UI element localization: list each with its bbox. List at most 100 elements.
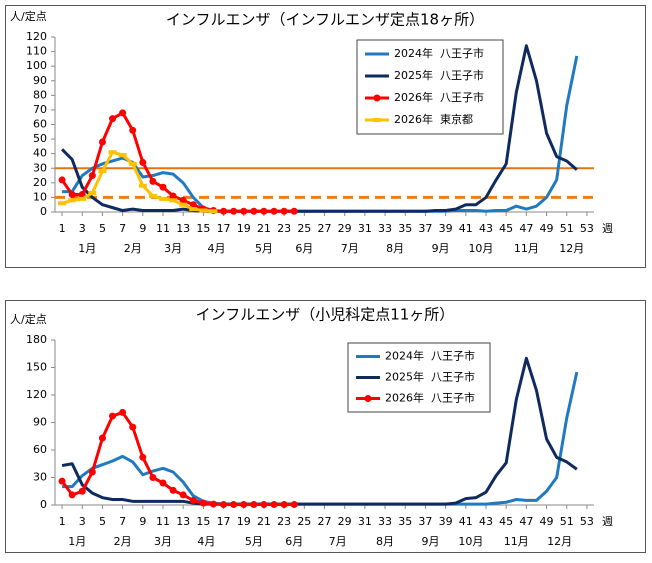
point-marker	[68, 198, 77, 203]
month-label: 5月	[245, 535, 263, 548]
x-tick-label: 49	[540, 222, 554, 235]
x-tick-label: 19	[237, 515, 251, 528]
month-label: 12月	[547, 535, 572, 548]
x-tick-label: 41	[459, 222, 473, 235]
series-line	[61, 356, 578, 506]
legend-marker	[373, 118, 381, 122]
legend-label: 2025年 八王子市	[394, 68, 484, 82]
series-line	[61, 150, 214, 213]
point-marker	[119, 408, 127, 416]
legend-label: 2025年 八王子市	[385, 370, 475, 384]
point-marker	[209, 500, 217, 508]
point-marker	[159, 196, 168, 201]
x-tick-label: 3	[79, 515, 86, 528]
point-marker	[270, 501, 278, 509]
y-tick-label: 20	[33, 176, 47, 189]
point-marker	[169, 198, 178, 203]
month-label: 1月	[78, 242, 96, 255]
point-marker	[119, 109, 127, 117]
x-tick-label: 53	[580, 222, 594, 235]
point-marker	[189, 201, 197, 209]
month-label: 4月	[207, 242, 225, 255]
x-tick-label: 53	[580, 515, 594, 528]
point-marker	[230, 207, 238, 215]
point-marker	[240, 207, 248, 215]
x-tick-label: 27	[318, 515, 332, 528]
x-tick-label: 31	[358, 515, 372, 528]
month-label: 2月	[114, 535, 132, 548]
y-tick-label: 90	[33, 416, 47, 429]
y-tick-label: 90	[33, 74, 47, 87]
point-marker	[290, 207, 298, 215]
point-marker	[280, 501, 288, 509]
y-tick-label: 40	[33, 147, 47, 160]
x-tick-label: 43	[479, 222, 493, 235]
point-marker	[98, 169, 107, 174]
y-tick-label: 100	[26, 59, 47, 72]
legend-label: 2026年 八王子市	[394, 90, 484, 104]
point-marker	[189, 207, 198, 212]
x-axis-label: 週	[602, 515, 613, 528]
point-marker	[149, 474, 157, 481]
point-marker	[118, 153, 127, 158]
x-tick-label: 7	[119, 222, 126, 235]
point-marker	[159, 183, 167, 191]
x-tick-label: 23	[277, 222, 291, 235]
month-label: 11月	[514, 242, 539, 255]
y-tick-label: 110	[26, 45, 47, 58]
legend-label: 2024年 八王子市	[385, 349, 475, 363]
legend-label: 2026年 八王子市	[385, 391, 475, 405]
point-marker	[98, 138, 106, 146]
point-marker	[260, 207, 268, 215]
x-tick-label: 41	[459, 515, 473, 528]
x-tick-label: 35	[398, 515, 412, 528]
point-marker	[199, 499, 207, 507]
month-label: 1月	[68, 535, 86, 548]
legend-label: 2024年 八王子市	[394, 46, 484, 60]
y-tick-label: 70	[33, 103, 47, 116]
point-marker	[138, 183, 147, 188]
chart-title: インフルエンザ（小児科定点11ヶ所）	[196, 306, 455, 324]
x-tick-label: 23	[277, 515, 291, 528]
x-tick-label: 49	[540, 515, 554, 528]
point-marker	[68, 191, 76, 198]
y-tick-label: 30	[33, 161, 47, 174]
x-tick-label: 33	[378, 222, 392, 235]
y-tick-label: 120	[26, 30, 47, 43]
x-tick-label: 3	[79, 222, 86, 235]
point-marker	[129, 423, 137, 431]
month-label: 6月	[285, 535, 303, 548]
point-marker	[58, 201, 67, 206]
x-tick-label: 39	[439, 515, 453, 528]
point-marker	[129, 126, 137, 134]
y-axis-label: 人/定点	[10, 9, 47, 23]
x-tick-label: 27	[318, 222, 332, 235]
x-tick-label: 19	[237, 222, 251, 235]
point-marker	[179, 196, 187, 204]
y-tick-label: 80	[33, 88, 47, 101]
x-tick-label: 25	[297, 515, 311, 528]
x-tick-label: 17	[217, 515, 231, 528]
point-marker	[270, 207, 278, 215]
x-tick-label: 45	[499, 222, 513, 235]
x-tick-label: 15	[196, 222, 210, 235]
legend-label: 2026年 東京都	[394, 112, 473, 126]
point-marker	[98, 434, 106, 442]
point-marker	[250, 207, 258, 215]
point-marker	[159, 479, 167, 487]
y-tick-label: 150	[26, 361, 47, 374]
x-tick-label: 21	[257, 515, 271, 528]
month-label: 10月	[458, 535, 483, 548]
month-label: 4月	[197, 535, 215, 548]
point-marker	[260, 501, 268, 509]
point-marker	[240, 501, 248, 509]
month-label: 8月	[386, 242, 404, 255]
x-tick-label: 47	[519, 515, 533, 528]
x-tick-label: 21	[257, 222, 271, 235]
series-line	[60, 44, 578, 213]
x-tick-label: 13	[176, 222, 190, 235]
x-tick-label: 37	[418, 222, 432, 235]
point-marker	[169, 192, 177, 200]
